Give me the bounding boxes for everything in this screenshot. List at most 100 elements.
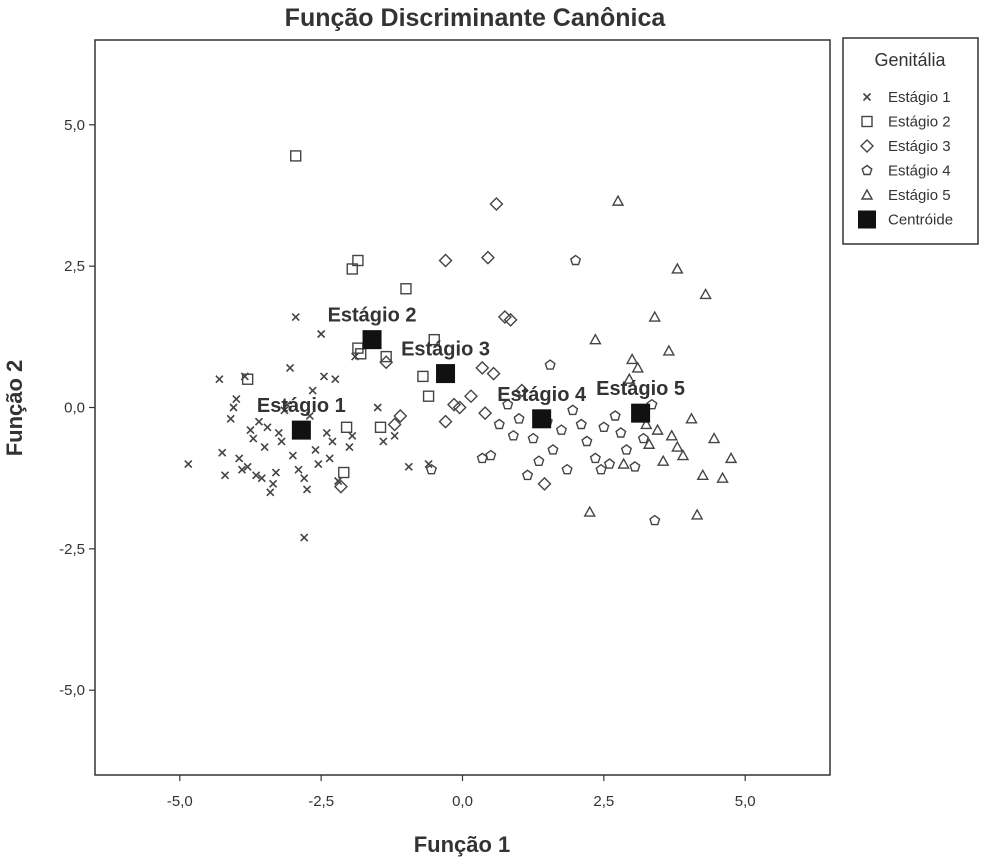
data-point <box>311 445 320 454</box>
axis-ticks: -5,0 -2,5 0,0 2,5 5,0 -5,0 -2,5 0,0 2,5 5,0 <box>59 117 755 810</box>
data-point <box>325 454 334 463</box>
data-point <box>493 418 505 430</box>
data-point <box>657 454 670 466</box>
data-point <box>527 432 539 444</box>
data-point <box>249 434 258 443</box>
data-point <box>235 454 244 463</box>
data-point <box>252 471 261 480</box>
centroid-marker <box>631 403 651 423</box>
data-point <box>475 360 490 375</box>
x-tick-label: -2,5 <box>308 793 334 810</box>
data-point <box>617 457 630 469</box>
centroid-label: Estágio 1 <box>257 395 346 417</box>
data-point <box>226 414 235 423</box>
data-point <box>331 375 340 384</box>
data-point <box>340 421 353 433</box>
data-point <box>246 426 255 435</box>
data-point <box>328 437 337 446</box>
data-point <box>438 414 453 429</box>
data-point <box>283 400 292 409</box>
data-point <box>478 406 493 421</box>
data-point <box>379 437 388 446</box>
data-point <box>629 461 641 472</box>
data-point <box>373 403 382 412</box>
data-point <box>285 363 295 372</box>
data-point <box>707 432 721 444</box>
data-point <box>184 459 193 469</box>
data-point <box>300 533 309 542</box>
data-point <box>308 386 317 395</box>
data-point <box>625 353 639 365</box>
data-point <box>338 466 350 479</box>
legend-entry-label: Estágio 1 <box>888 89 951 106</box>
data-point <box>569 254 582 266</box>
data-point <box>589 333 602 345</box>
data-point <box>237 465 247 474</box>
data-point <box>379 355 394 370</box>
centroid-marker <box>291 420 311 440</box>
plot-area-border <box>94 39 831 776</box>
data-point <box>696 468 709 481</box>
data-point <box>699 287 712 300</box>
series-estagio-5 <box>583 194 738 520</box>
data-point <box>507 429 519 441</box>
data-point <box>348 431 357 440</box>
data-point <box>215 375 224 384</box>
data-point <box>288 451 297 460</box>
data-point <box>690 508 704 520</box>
data-point <box>425 463 438 475</box>
data-point <box>537 476 552 491</box>
data-point <box>497 310 512 325</box>
data-point <box>649 514 661 526</box>
data-point <box>502 398 514 410</box>
data-point <box>257 474 266 483</box>
data-point <box>567 404 579 416</box>
centroid-label: Estágio 3 <box>401 339 490 361</box>
data-point <box>716 471 729 483</box>
plot-frame <box>94 39 831 776</box>
legend-marker <box>860 139 874 153</box>
data-point <box>263 423 272 432</box>
data-point <box>254 417 264 426</box>
data-point <box>400 283 412 295</box>
data-point <box>724 451 738 464</box>
legend: Genitália Estágio 1 Estágio 2 Estágio 3 Est… <box>842 37 979 245</box>
data-point <box>417 370 429 383</box>
data-point <box>671 440 684 452</box>
data-point <box>302 485 312 494</box>
legend-title: Genitália <box>874 50 946 70</box>
data-point <box>595 463 607 475</box>
legend-entry-label: Estágio 5 <box>888 187 951 204</box>
data-point <box>623 372 636 384</box>
data-point <box>489 196 504 211</box>
data-point <box>463 389 478 404</box>
data-point <box>583 505 596 517</box>
data-point <box>662 344 676 356</box>
data-point <box>447 397 462 412</box>
data-point <box>345 443 354 452</box>
x-axis-label: Função 1 <box>414 832 511 857</box>
data-point <box>393 408 408 423</box>
data-point <box>352 254 364 267</box>
data-point <box>232 394 241 404</box>
data-point <box>486 366 501 381</box>
legend-entry-label: Estágio 4 <box>888 163 951 180</box>
data-point <box>243 462 252 471</box>
data-point <box>646 398 658 410</box>
data-point <box>333 479 348 494</box>
data-point <box>314 459 323 469</box>
data-point <box>438 253 453 268</box>
data-point <box>218 448 227 457</box>
data-point <box>241 373 254 385</box>
legend-marker <box>862 92 872 102</box>
data-point <box>514 383 529 398</box>
data-point <box>676 449 690 461</box>
legend-entry-label: Estágio 2 <box>888 114 951 131</box>
data-point <box>611 194 625 206</box>
data-point <box>355 348 367 360</box>
data-point <box>620 444 633 455</box>
data-point <box>485 449 497 461</box>
data-point <box>665 429 678 441</box>
series-estagio-4 <box>425 254 661 526</box>
